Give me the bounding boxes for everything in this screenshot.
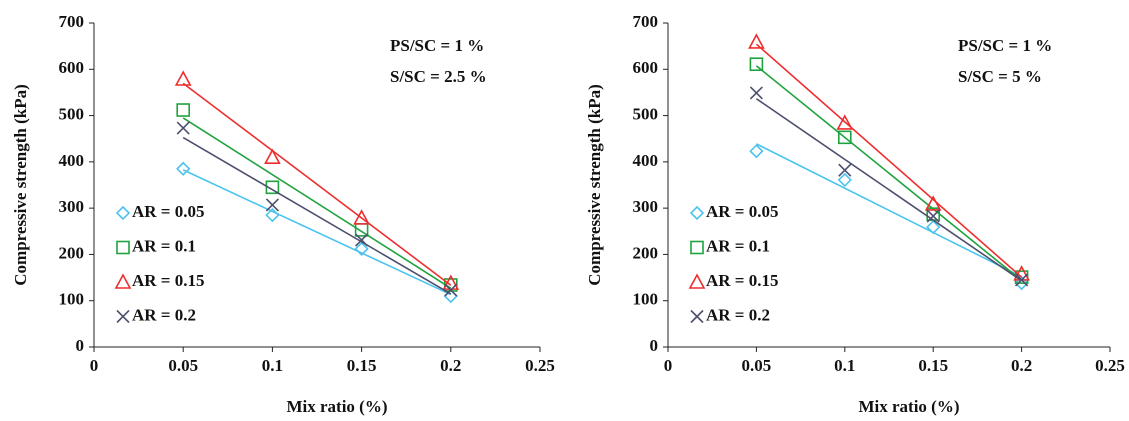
marker-square	[749, 57, 764, 71]
marker-x	[444, 283, 458, 297]
marker-x	[176, 121, 190, 135]
marker-diamond	[1014, 275, 1029, 291]
marker-triangle	[353, 209, 370, 225]
legend-label: AR = 0.15	[706, 271, 779, 290]
x-tick-label: 0.1	[262, 356, 283, 375]
y-axis-label: Compressive strength (kPa)	[585, 84, 604, 285]
y-tick-label: 600	[633, 58, 659, 77]
legend-label: AR = 0.1	[706, 236, 770, 255]
marker-triangle	[836, 114, 854, 130]
legend-label: AR = 0.2	[706, 305, 770, 324]
trend-line	[182, 82, 452, 286]
y-tick-label: 300	[633, 197, 659, 216]
legend-label: AR = 0.2	[132, 305, 196, 324]
annotation: S/SC = 5 %	[958, 67, 1042, 86]
marker-diamond	[115, 205, 131, 221]
annotation: PS/SC = 1 %	[390, 36, 484, 55]
legend-label: AR = 0.1	[132, 236, 196, 255]
y-tick-label: 400	[59, 151, 85, 170]
x-tick-label: 0.05	[742, 356, 772, 375]
marker-triangle	[442, 274, 460, 290]
trend-line	[182, 117, 452, 289]
legend-label: AR = 0.05	[132, 202, 205, 221]
y-tick-label: 0	[76, 336, 85, 355]
x-tick-label: 0.25	[1095, 356, 1125, 375]
trend-line	[182, 136, 452, 295]
marker-triangle	[748, 33, 765, 49]
trend-line	[182, 169, 452, 296]
marker-x	[926, 209, 940, 223]
marker-x	[838, 163, 852, 177]
x-tick-label: 0.15	[347, 356, 377, 375]
y-tick-label: 600	[59, 58, 85, 77]
legend-label: AR = 0.05	[706, 202, 779, 221]
x-tick-label: 0.25	[525, 356, 555, 375]
y-tick-label: 300	[59, 197, 85, 216]
y-tick-label: 700	[59, 12, 85, 31]
trend-line	[755, 65, 1023, 282]
marker-triangle	[924, 195, 942, 211]
marker-diamond	[749, 144, 764, 159]
y-tick-label: 200	[633, 243, 659, 262]
marker-diamond	[265, 207, 280, 223]
marker-diamond	[176, 161, 191, 176]
y-tick-label: 200	[59, 243, 85, 262]
marker-diamond	[689, 205, 705, 221]
marker-x	[355, 233, 369, 247]
annotation: PS/SC = 1 %	[958, 36, 1052, 55]
marker-x	[1015, 273, 1029, 287]
y-tick-label: 500	[59, 104, 85, 123]
marker-diamond	[926, 219, 941, 235]
y-tick-label: 0	[650, 336, 659, 355]
marker-square	[176, 103, 190, 117]
trend-line	[755, 43, 1023, 278]
y-tick-label: 100	[59, 290, 85, 309]
x-tick-label: 0	[90, 356, 99, 375]
marker-diamond	[354, 241, 369, 257]
marker-square	[690, 240, 704, 255]
x-tick-label: 0	[664, 356, 673, 375]
marker-triangle	[114, 273, 132, 289]
y-tick-label: 100	[633, 290, 659, 309]
x-tick-label: 0.15	[918, 356, 948, 375]
trend-line	[756, 143, 1022, 278]
marker-triangle	[264, 148, 281, 165]
x-axis-label: Mix ratio (%)	[286, 397, 387, 416]
marker-square	[265, 180, 280, 195]
marker-triangle	[688, 273, 706, 289]
marker-x	[749, 86, 763, 100]
x-axis-label: Mix ratio (%)	[858, 397, 959, 416]
marker-x	[116, 309, 130, 324]
x-tick-label: 0.2	[440, 356, 461, 375]
marker-diamond	[837, 172, 852, 188]
legend-label: AR = 0.15	[132, 271, 205, 290]
x-tick-label: 0.2	[1011, 356, 1032, 375]
marker-square	[837, 130, 852, 145]
annotation: S/SC = 2.5 %	[390, 67, 487, 86]
y-axis-label: Compressive strength (kPa)	[11, 84, 30, 285]
y-tick-label: 500	[633, 104, 659, 123]
y-tick-label: 400	[633, 151, 659, 170]
x-tick-label: 0.05	[168, 356, 198, 375]
marker-triangle	[174, 70, 192, 86]
x-tick-label: 0.1	[834, 356, 855, 375]
marker-x	[265, 198, 279, 212]
y-tick-label: 700	[633, 12, 659, 31]
marker-square	[116, 240, 130, 255]
trend-line	[755, 98, 1023, 282]
marker-x	[690, 309, 704, 324]
